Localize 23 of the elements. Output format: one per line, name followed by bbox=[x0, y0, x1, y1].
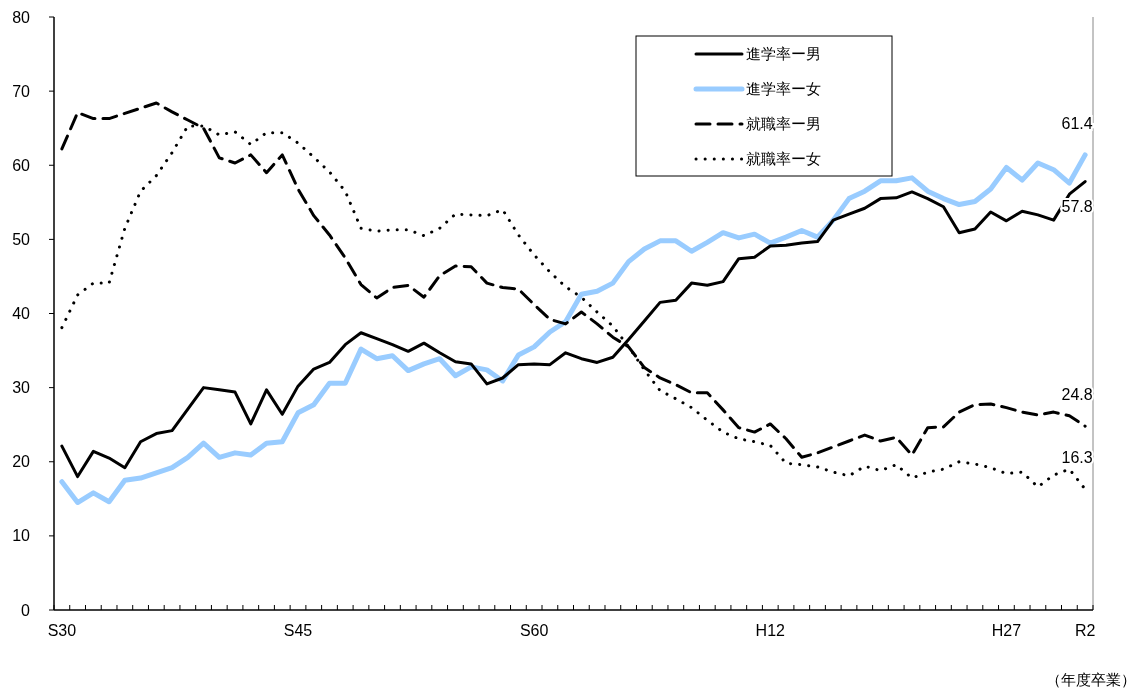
legend-label: 就職率ー女 bbox=[746, 150, 821, 168]
x-tick-label: S30 bbox=[47, 622, 77, 639]
x-tick-label: R2 bbox=[1074, 622, 1096, 639]
y-tick-label: 30 bbox=[12, 379, 31, 397]
x-tick-label: H12 bbox=[755, 622, 786, 639]
y-tick-label: 40 bbox=[12, 305, 31, 323]
x-tick-label: H27 bbox=[991, 622, 1022, 639]
data-label: 16.3 bbox=[1061, 449, 1093, 467]
y-tick-label: 0 bbox=[21, 601, 31, 619]
data-label: 24.8 bbox=[1061, 386, 1093, 404]
legend-label: 進学率ー女 bbox=[746, 80, 821, 98]
y-tick-label: 60 bbox=[12, 156, 31, 174]
legend-label: 進学率ー男 bbox=[746, 45, 821, 63]
data-label: 61.4 bbox=[1061, 114, 1093, 132]
y-tick-label: 80 bbox=[12, 8, 31, 26]
y-tick-label: 10 bbox=[12, 527, 31, 545]
x-tick-label: S60 bbox=[519, 622, 549, 639]
text: （年度卒業） bbox=[1046, 671, 1136, 688]
x-tick-label: S45 bbox=[283, 622, 313, 639]
y-tick-label: 70 bbox=[12, 82, 31, 100]
y-tick-label: 50 bbox=[12, 230, 31, 248]
y-tick-label: 20 bbox=[12, 453, 31, 471]
legend-label: 就職率ー男 bbox=[746, 115, 821, 133]
